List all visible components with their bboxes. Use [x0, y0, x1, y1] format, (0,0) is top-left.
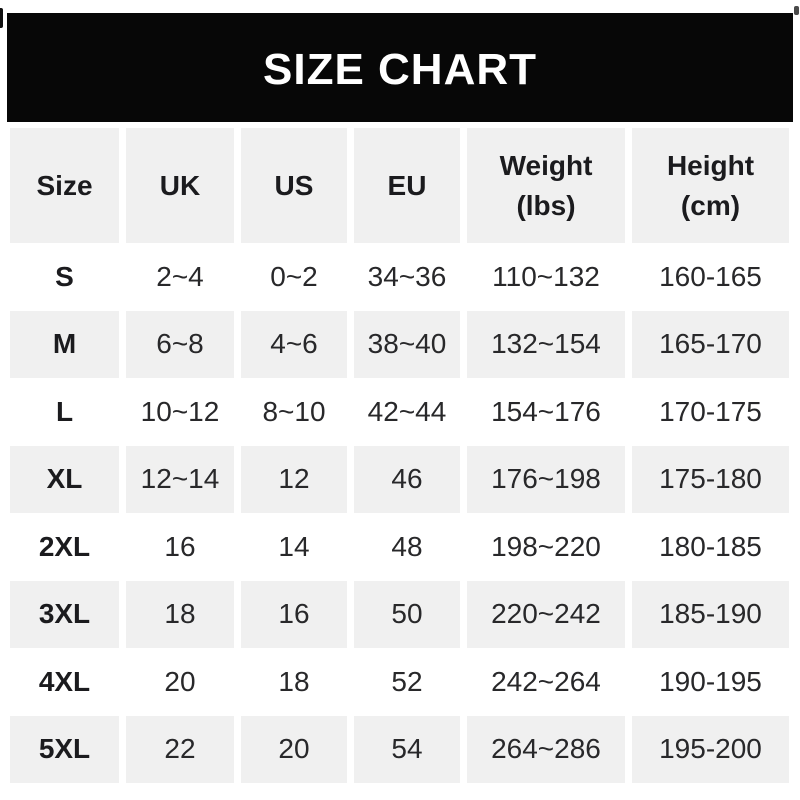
cell-3xl-weight-lbs: 220~242	[467, 580, 625, 648]
cell-l-size: L	[55, 395, 74, 427]
cell-5xl-eu: 54	[354, 715, 460, 783]
cell-3xl-uk: 18	[126, 580, 234, 648]
cell-xl-uk: 12~14	[126, 445, 234, 513]
cell-m-eu: 38~40	[354, 310, 460, 378]
cell-2xl-uk: 16	[164, 530, 196, 562]
cell-l-weight-lbs: 154~176	[491, 395, 601, 427]
cell-s-height-cm: 160-165	[659, 260, 762, 292]
cell-3xl-height-cm: 185-190	[632, 580, 789, 648]
cell-l-height-cm: 170-175	[659, 395, 762, 427]
cell-m-height-cm: 165-170	[632, 310, 789, 378]
cell-4xl-eu: 52	[391, 665, 423, 697]
cell-s-eu: 34~36	[367, 260, 447, 292]
cell-4xl-weight-lbs: 242~264	[491, 665, 601, 697]
cell-s-uk: 2~4	[156, 260, 204, 292]
cell-5xl-uk: 22	[126, 715, 234, 783]
cell-3xl-us: 16	[241, 580, 347, 648]
column-header-us: US	[241, 128, 347, 243]
cell-xl-eu: 46	[354, 445, 460, 513]
page-title: SIZE CHART	[263, 44, 537, 94]
cell-m-us: 4~6	[241, 310, 347, 378]
corner-artifact-left	[0, 8, 3, 28]
cell-2xl-eu: 48	[391, 530, 423, 562]
cell-m-uk: 6~8	[126, 310, 234, 378]
cell-5xl-weight-lbs: 264~286	[467, 715, 625, 783]
cell-l-eu: 42~44	[367, 395, 447, 427]
cell-m-size: M	[10, 310, 119, 378]
cell-4xl-size: 4XL	[38, 665, 91, 697]
cell-2xl-height-cm: 180-185	[659, 530, 762, 562]
cell-xl-weight-lbs: 176~198	[467, 445, 625, 513]
cell-3xl-size: 3XL	[10, 580, 119, 648]
cell-5xl-height-cm: 195-200	[632, 715, 789, 783]
column-header-weight-lbs: Weight (lbs)	[467, 128, 625, 243]
column-header-size: Size	[10, 128, 119, 243]
cell-l-us: 8~10	[262, 395, 326, 427]
cell-5xl-size: 5XL	[10, 715, 119, 783]
cell-s-size: S	[55, 260, 74, 292]
cell-4xl-height-cm: 190-195	[659, 665, 762, 697]
cell-2xl-weight-lbs: 198~220	[491, 530, 601, 562]
cell-2xl-size: 2XL	[38, 530, 91, 562]
cell-4xl-us: 18	[278, 665, 310, 697]
cell-xl-size: XL	[10, 445, 119, 513]
cell-4xl-uk: 20	[164, 665, 196, 697]
cell-xl-height-cm: 175-180	[632, 445, 789, 513]
corner-artifact-right	[794, 6, 799, 15]
title-bar: SIZE CHART	[7, 13, 793, 122]
cell-l-uk: 10~12	[140, 395, 220, 427]
column-header-uk: UK	[126, 128, 234, 243]
cell-5xl-us: 20	[241, 715, 347, 783]
column-header-eu: EU	[354, 128, 460, 243]
cell-s-weight-lbs: 110~132	[492, 260, 600, 292]
cell-s-us: 0~2	[270, 260, 318, 292]
cell-3xl-eu: 50	[354, 580, 460, 648]
cell-2xl-us: 14	[278, 530, 310, 562]
column-header-height-cm: Height (cm)	[632, 128, 789, 243]
cell-m-weight-lbs: 132~154	[467, 310, 625, 378]
cell-xl-us: 12	[241, 445, 347, 513]
size-chart-table: Size UK US EU Weight (lbs) Height (cm) S 2~4 0~2…	[10, 128, 789, 783]
